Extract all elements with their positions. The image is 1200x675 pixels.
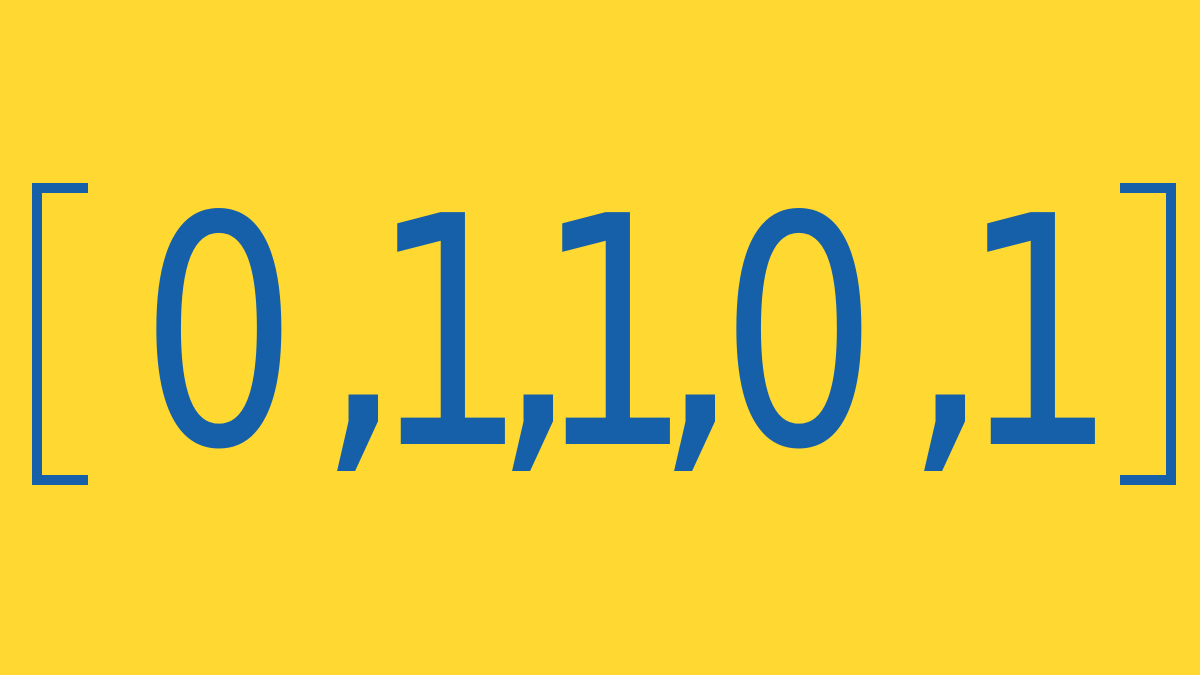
separator-comma-1: , [315, 139, 406, 509]
sequence-item-2: 1 [370, 149, 528, 519]
separator-comma-2: , [490, 139, 581, 509]
separator-comma-4: , [902, 139, 993, 509]
right-bracket [1120, 183, 1176, 485]
separator-comma-3: , [652, 139, 743, 509]
sequence-item-5: 1 [960, 149, 1118, 519]
sequence-item-1: 0 [140, 149, 298, 519]
sequence-item-4: 0 [720, 149, 878, 519]
sequence-item-3: 1 [535, 149, 693, 519]
left-bracket [32, 183, 88, 485]
